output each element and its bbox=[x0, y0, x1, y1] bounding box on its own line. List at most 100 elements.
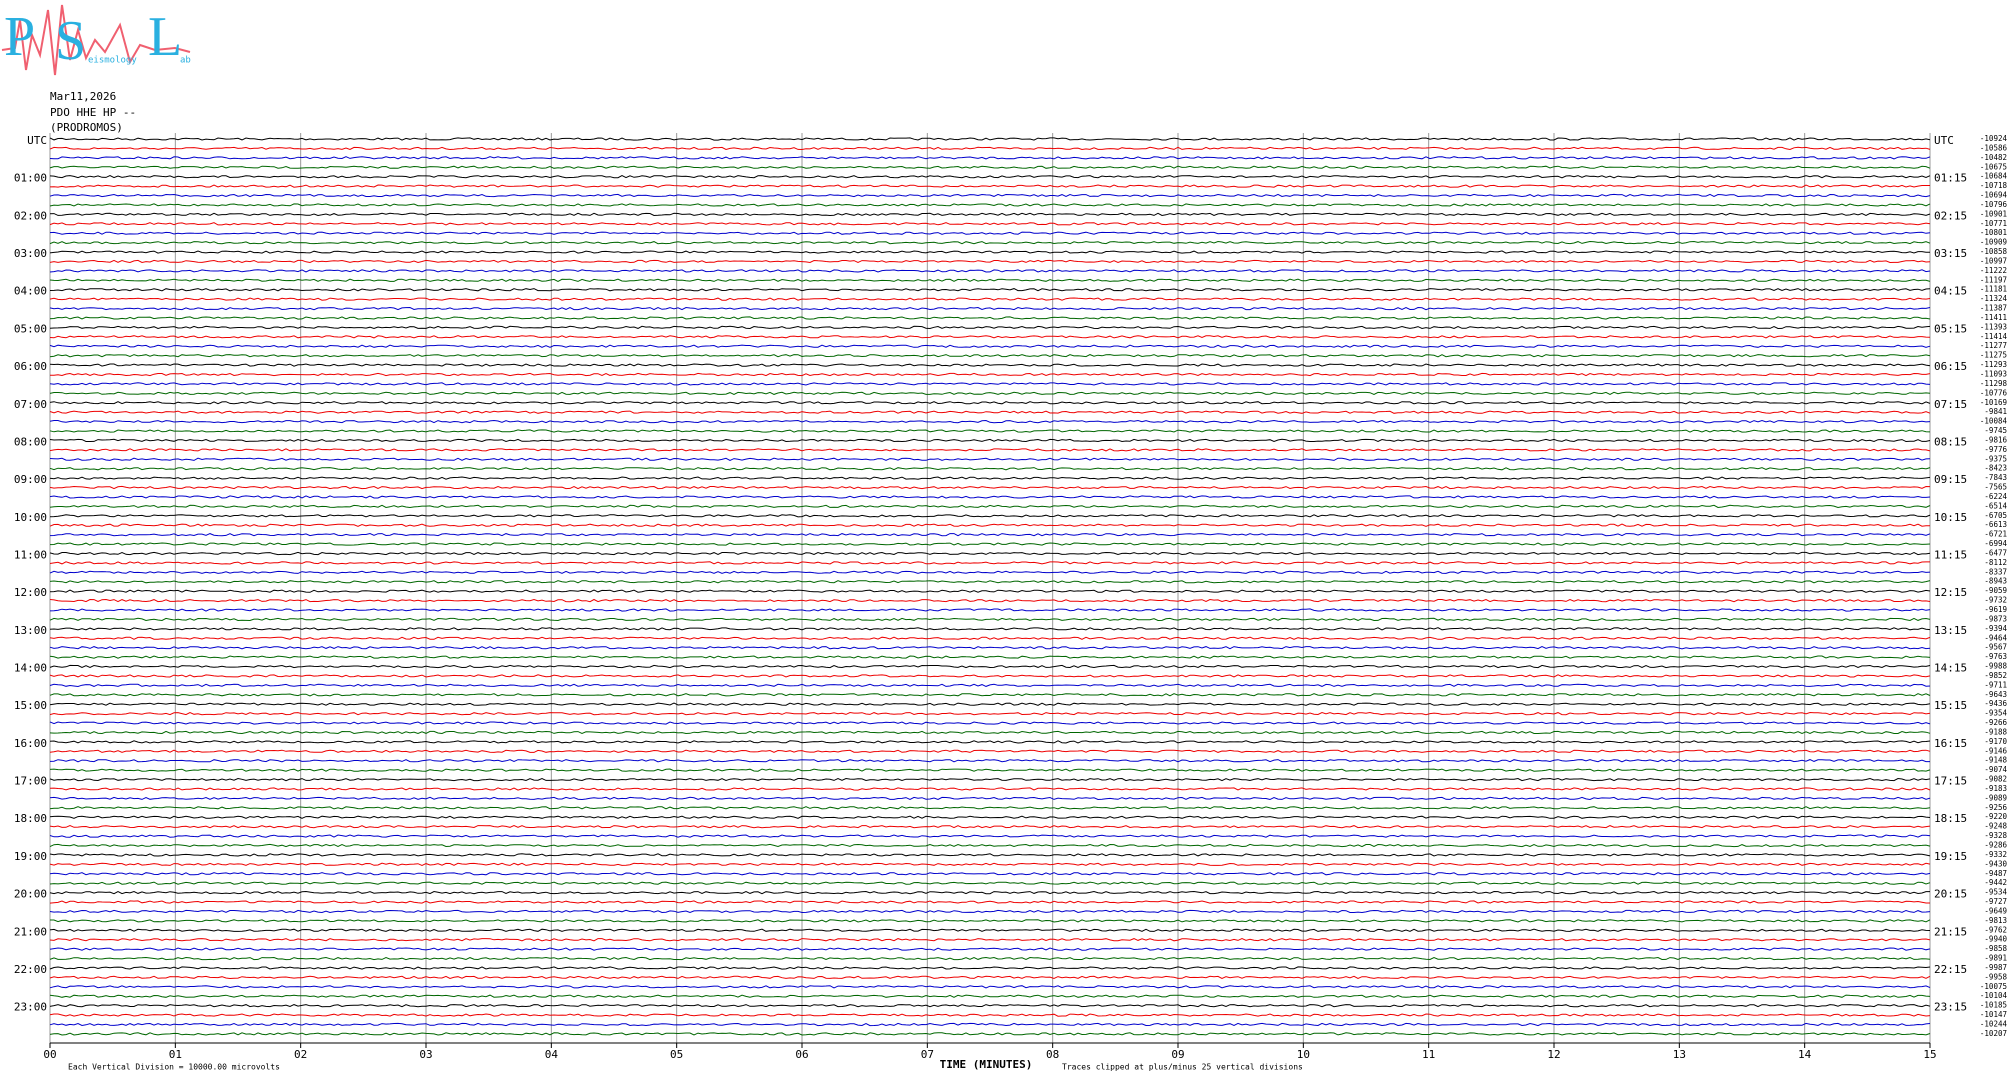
offset-label: -10684 bbox=[1980, 172, 2008, 181]
offset-label: -9988 bbox=[1984, 662, 2007, 671]
trace bbox=[49, 664, 1931, 669]
right-hour-label: 14:15 bbox=[1934, 662, 1967, 675]
offset-label: -9858 bbox=[1984, 944, 2007, 953]
offset-label: -9089 bbox=[1984, 793, 2007, 802]
right-hour-label: 22:15 bbox=[1934, 963, 1967, 976]
trace bbox=[49, 900, 1930, 904]
trace bbox=[49, 325, 1931, 330]
offset-label: -9940 bbox=[1984, 935, 2007, 944]
offset-label: -6613 bbox=[1984, 520, 2007, 529]
logo-letter: P bbox=[4, 6, 35, 68]
offset-label: -9958 bbox=[1984, 972, 2007, 981]
x-tick-label: 03 bbox=[419, 1048, 432, 1061]
clip-note: Traces clipped at plus/minus 25 vertical… bbox=[1062, 1063, 1303, 1072]
trace bbox=[49, 391, 1931, 395]
trace bbox=[49, 532, 1931, 537]
right-hour-label: 06:15 bbox=[1934, 360, 1967, 373]
left-hour-label: 11:00 bbox=[14, 548, 47, 561]
trace bbox=[49, 806, 1931, 810]
trace bbox=[49, 514, 1931, 518]
left-hour-label: 20:00 bbox=[14, 888, 47, 901]
offset-label: -9059 bbox=[1984, 586, 2007, 595]
trace bbox=[49, 872, 1931, 876]
offset-label: -11275 bbox=[1980, 351, 2007, 360]
offset-label: -9732 bbox=[1984, 596, 2007, 605]
trace bbox=[49, 627, 1931, 631]
trace bbox=[49, 787, 1931, 791]
trace bbox=[49, 476, 1931, 480]
trace bbox=[49, 843, 1931, 848]
right-hour-label: 01:15 bbox=[1934, 172, 1967, 185]
offset-label: -9987 bbox=[1984, 963, 2007, 972]
trace bbox=[49, 768, 1931, 772]
offset-label: -9375 bbox=[1984, 454, 2007, 463]
trace bbox=[50, 372, 1931, 377]
offset-label: -9567 bbox=[1984, 643, 2007, 652]
offset-label: -9170 bbox=[1984, 737, 2007, 746]
offset-label: -9841 bbox=[1984, 407, 2007, 416]
trace bbox=[49, 617, 1931, 622]
offset-label: -7843 bbox=[1984, 473, 2007, 482]
offset-label: -9286 bbox=[1984, 841, 2007, 850]
offset-label: -9266 bbox=[1984, 718, 2007, 727]
left-hour-label: 22:00 bbox=[14, 963, 47, 976]
offset-label: -9487 bbox=[1984, 869, 2007, 878]
trace bbox=[49, 711, 1931, 716]
offset-label: -11393 bbox=[1980, 322, 2007, 331]
offset-label: -9776 bbox=[1984, 445, 2007, 454]
offset-label: -10997 bbox=[1980, 256, 2007, 265]
x-tick-label: 14 bbox=[1798, 1048, 1812, 1061]
offset-label: -9852 bbox=[1984, 671, 2007, 680]
header-site: (PRODROMOS) bbox=[50, 121, 123, 134]
trace bbox=[49, 598, 1931, 603]
x-tick-label: 04 bbox=[545, 1048, 559, 1061]
trace bbox=[49, 438, 1931, 443]
logo-word: eismology bbox=[88, 56, 137, 66]
right-hour-label: 18:15 bbox=[1934, 812, 1967, 825]
trace bbox=[49, 419, 1931, 424]
left-hour-label: 16:00 bbox=[14, 737, 47, 750]
trace bbox=[49, 636, 1931, 640]
trace bbox=[49, 862, 1931, 866]
offset-label: -8423 bbox=[1984, 464, 2007, 473]
trace bbox=[49, 825, 1931, 829]
trace bbox=[49, 749, 1931, 753]
trace bbox=[49, 335, 1931, 339]
trace bbox=[49, 269, 1931, 273]
offset-label: -10909 bbox=[1980, 238, 2007, 247]
logo-letter: L bbox=[148, 6, 182, 68]
logo-letter: S bbox=[55, 10, 86, 72]
x-tick-label: 02 bbox=[294, 1048, 307, 1061]
right-hour-label: 03:15 bbox=[1934, 247, 1967, 260]
offset-label: -7565 bbox=[1984, 483, 2007, 492]
trace bbox=[49, 1004, 1931, 1008]
left-hour-label: UTC bbox=[27, 134, 47, 147]
trace bbox=[49, 975, 1931, 980]
offset-label: -10771 bbox=[1980, 219, 2007, 228]
offset-label: -10694 bbox=[1980, 191, 2008, 200]
x-tick-label: 00 bbox=[43, 1048, 56, 1061]
trace bbox=[49, 467, 1931, 471]
offset-label: -10075 bbox=[1980, 982, 2007, 991]
offset-label: -8112 bbox=[1984, 558, 2007, 567]
x-tick-label: 05 bbox=[670, 1048, 683, 1061]
trace bbox=[49, 580, 1931, 584]
trace bbox=[49, 646, 1931, 650]
trace bbox=[49, 796, 1931, 801]
offset-label: -9430 bbox=[1984, 859, 2007, 868]
right-hour-label: 20:15 bbox=[1934, 888, 1967, 901]
right-hour-label: UTC bbox=[1934, 134, 1954, 147]
offset-label: -9745 bbox=[1984, 426, 2007, 435]
trace bbox=[50, 919, 1931, 923]
offset-label: -11197 bbox=[1980, 275, 2007, 284]
trace bbox=[49, 947, 1931, 951]
offset-label: -10207 bbox=[1980, 1029, 2007, 1038]
x-tick-label: 01 bbox=[169, 1048, 182, 1061]
header-station: PDO HHE HP -- bbox=[50, 106, 136, 119]
offset-label: -11293 bbox=[1980, 360, 2007, 369]
offset-label: -6721 bbox=[1984, 530, 2007, 539]
offset-label: -10104 bbox=[1980, 991, 2008, 1000]
trace bbox=[49, 938, 1931, 942]
offset-label: -11298 bbox=[1980, 379, 2008, 388]
offset-label: -9082 bbox=[1984, 775, 2007, 784]
